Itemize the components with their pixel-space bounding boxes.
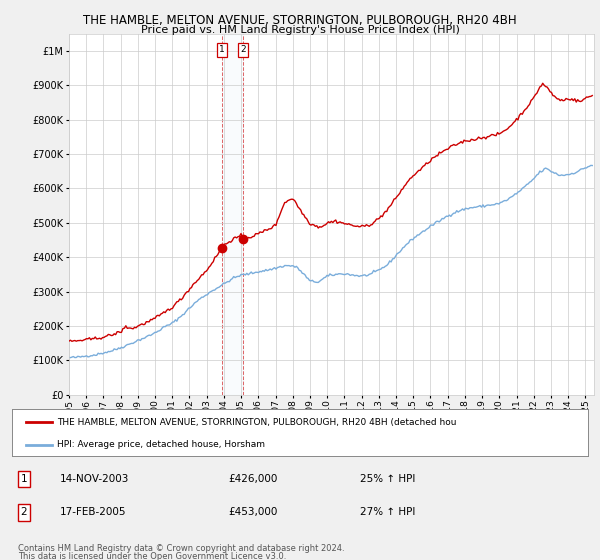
Text: This data is licensed under the Open Government Licence v3.0.: This data is licensed under the Open Gov… [18,552,286,560]
Text: 1: 1 [20,474,28,484]
Text: £426,000: £426,000 [228,474,277,484]
Text: Price paid vs. HM Land Registry's House Price Index (HPI): Price paid vs. HM Land Registry's House … [140,25,460,35]
Text: £453,000: £453,000 [228,507,277,517]
Text: THE HAMBLE, MELTON AVENUE, STORRINGTON, PULBOROUGH, RH20 4BH: THE HAMBLE, MELTON AVENUE, STORRINGTON, … [83,14,517,27]
Text: 27% ↑ HPI: 27% ↑ HPI [360,507,415,517]
Text: 14-NOV-2003: 14-NOV-2003 [60,474,130,484]
Text: 1: 1 [219,45,224,54]
Text: HPI: Average price, detached house, Horsham: HPI: Average price, detached house, Hors… [57,440,265,449]
Text: 2: 2 [20,507,28,517]
Text: THE HAMBLE, MELTON AVENUE, STORRINGTON, PULBOROUGH, RH20 4BH (detached hou: THE HAMBLE, MELTON AVENUE, STORRINGTON, … [57,418,457,427]
Text: 2: 2 [241,45,246,54]
Text: 25% ↑ HPI: 25% ↑ HPI [360,474,415,484]
Text: 17-FEB-2005: 17-FEB-2005 [60,507,127,517]
Text: Contains HM Land Registry data © Crown copyright and database right 2024.: Contains HM Land Registry data © Crown c… [18,544,344,553]
Bar [221,34,243,395]
